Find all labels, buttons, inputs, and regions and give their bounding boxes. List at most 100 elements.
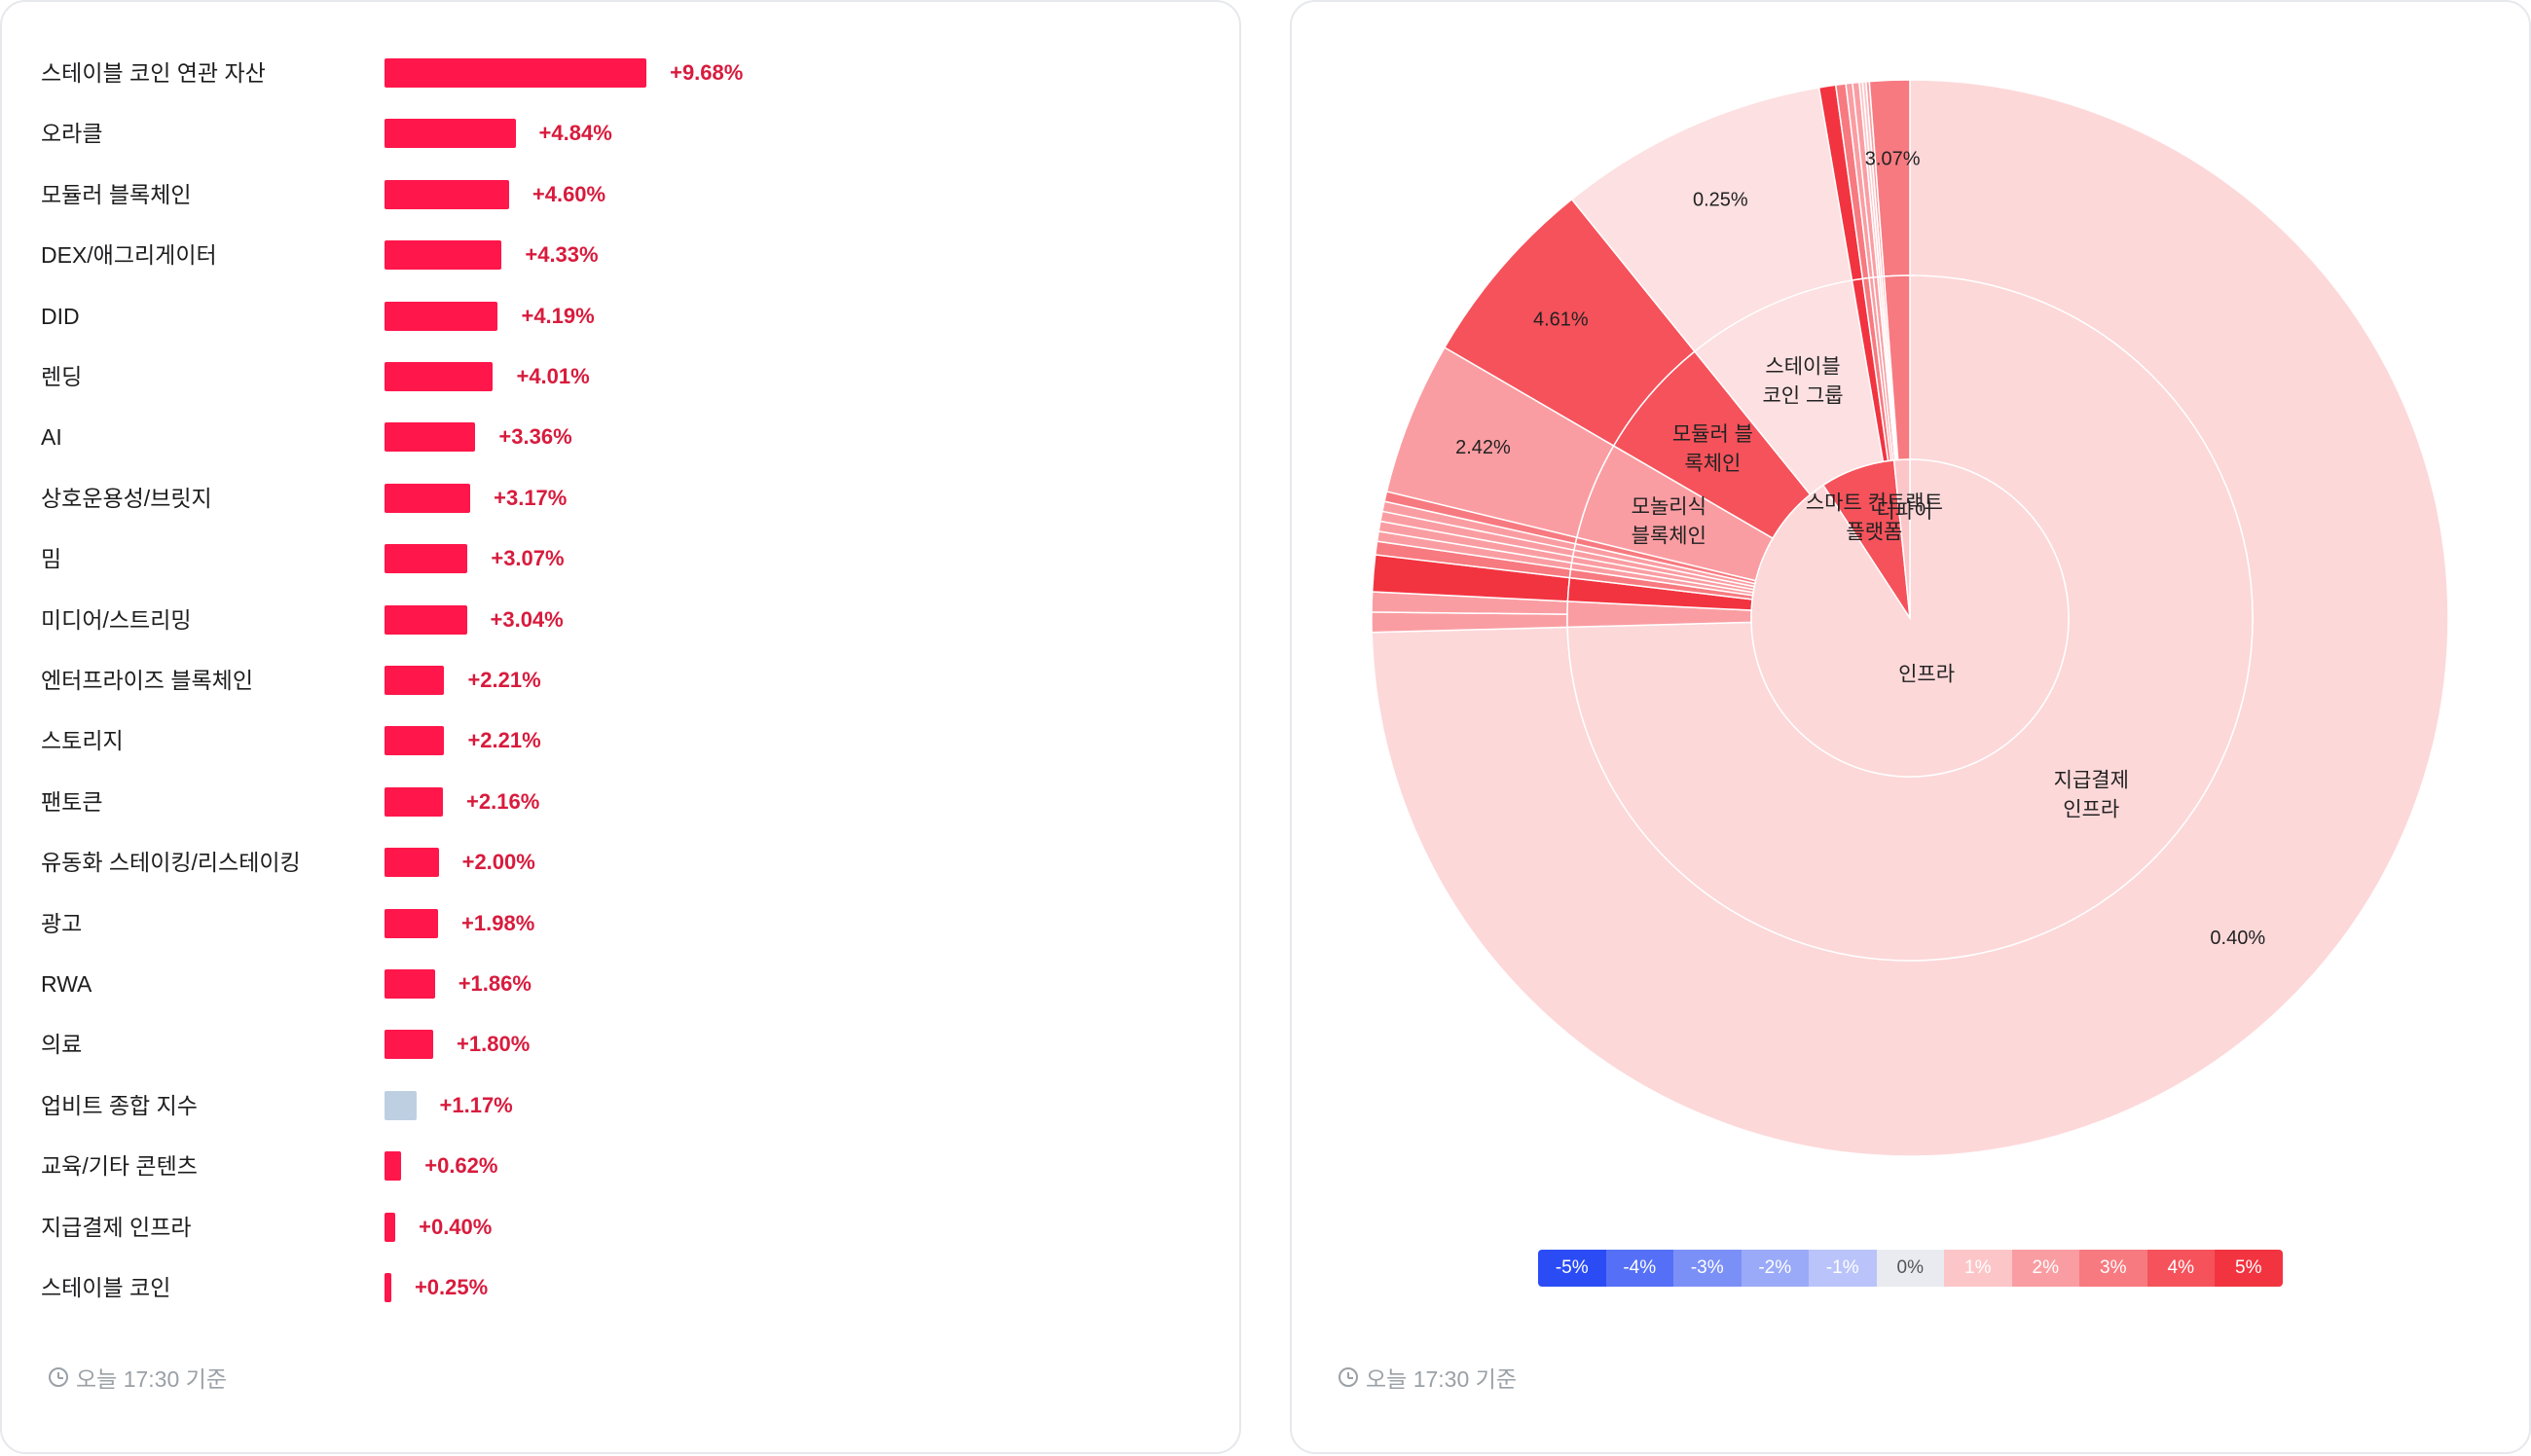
bar-category-label: 밈 xyxy=(41,546,62,572)
bar-value-label: +3.04% xyxy=(490,606,564,632)
bar xyxy=(385,1273,391,1302)
bar-category-label: 광고 xyxy=(41,910,83,936)
sunburst-outer-label: 4.61% xyxy=(1533,309,1589,330)
bar-category-label: 지급결제 인프라 xyxy=(41,1214,192,1240)
bar-row: RWA +1.86% xyxy=(41,965,1209,1003)
bar-row: 스테이블 코인 +0.25% xyxy=(41,1268,1209,1307)
bar-row: 광고 +1.98% xyxy=(41,904,1209,943)
legend-swatch: 2% xyxy=(2011,1250,2079,1287)
legend-swatch: 3% xyxy=(2079,1250,2147,1287)
bar xyxy=(385,179,509,209)
bar xyxy=(385,848,439,878)
bar-value-label: +0.25% xyxy=(414,1275,489,1299)
bar-row: 오라클 +4.84% xyxy=(41,114,1209,153)
bar-row: 상호운용성/브릿지 +3.17% xyxy=(41,479,1209,518)
bar-row: AI +3.36% xyxy=(41,418,1209,456)
bar xyxy=(385,422,476,453)
legend-swatch: -1% xyxy=(1809,1250,1877,1287)
bar-row: 렌딩 +4.01% xyxy=(41,357,1209,396)
bar xyxy=(385,58,647,88)
bar-row: 유동화 스테이킹/리스테이킹 +2.00% xyxy=(41,843,1209,882)
bar-category-label: 스테이블 코인 연관 자산 xyxy=(41,60,266,86)
bar-row: 엔터프라이즈 블록체인 +2.21% xyxy=(41,661,1209,700)
legend-swatch: 0% xyxy=(1876,1250,1944,1287)
bar-row: 의료 +1.80% xyxy=(41,1025,1209,1064)
bar xyxy=(385,240,502,271)
clock-icon xyxy=(49,1367,68,1387)
bar-value-label: +1.17% xyxy=(439,1092,513,1117)
bar-value-label: +4.84% xyxy=(538,121,612,146)
bar-row: 교육/기타 콘텐츠 +0.62% xyxy=(41,1147,1209,1185)
color-scale-legend: -5% -4% -3% -2% -1% 0% 1% 2% 3% 4% 5% xyxy=(1538,1250,2283,1287)
sunburst-chart: 0.40% 2.42% 4.61% 0.25% 3.07% 지급결제 인프라 모놀리식 블록체인… xyxy=(1371,79,2449,1157)
bar-row: 스토리지 +2.21% xyxy=(41,721,1209,760)
bar-row: 밈 +3.07% xyxy=(41,539,1209,578)
sunburst-panel-footer: 오늘 17:30 기준 xyxy=(1339,1361,1517,1394)
bar-row: 지급결제 인프라 +0.40% xyxy=(41,1208,1209,1247)
bar-category-label: DEX/애그리게이터 xyxy=(41,242,217,269)
bar-value-label: +0.40% xyxy=(419,1214,493,1239)
sunburst-outer-label: 0.25% xyxy=(1693,189,1748,210)
sunburst-outer-label: 2.42% xyxy=(1455,437,1511,458)
bar-value-label: +1.80% xyxy=(457,1032,531,1057)
bar-category-label: 상호운용성/브릿지 xyxy=(41,485,212,511)
sunburst-middle-label: 모듈러 블 록체인 xyxy=(1672,423,1753,475)
bar-value-label: +0.62% xyxy=(424,1153,498,1179)
bar-category-label: 렌딩 xyxy=(41,364,83,389)
bar-category-label: 엔터프라이즈 블록체인 xyxy=(41,668,253,693)
bar-value-label: +2.21% xyxy=(467,728,541,753)
bar-category-label: 팬토큰 xyxy=(41,788,103,815)
bar-category-label: 오라클 xyxy=(41,121,103,147)
bar-row: 모듈러 블록체인 +4.60% xyxy=(41,175,1209,214)
sunburst-panel-timestamp: 오늘 17:30 기준 xyxy=(1366,1366,1517,1392)
legend-swatch: 1% xyxy=(1944,1250,2012,1287)
bar xyxy=(385,544,468,574)
bar-row: DID +4.19% xyxy=(41,297,1209,336)
bar-value-label: +3.17% xyxy=(494,485,568,510)
bar-category-label: 스토리지 xyxy=(41,728,124,754)
sunburst-middle-label: 스테이블 코인 그룹 xyxy=(1762,356,1843,408)
bar xyxy=(385,969,435,999)
bar-value-label: +4.33% xyxy=(525,242,599,268)
bar-value-label: +4.60% xyxy=(532,181,606,206)
bar-category-label: 모듈러 블록체인 xyxy=(41,181,192,207)
sunburst-outer-label: 0.40% xyxy=(2210,928,2265,949)
bar xyxy=(385,483,471,513)
bar xyxy=(385,908,439,938)
bar-value-label: +3.07% xyxy=(491,546,565,571)
bar-category-label: DID xyxy=(41,303,80,329)
bar-row: 스테이블 코인 연관 자산 +9.68% xyxy=(41,54,1209,92)
sunburst-inner-segment[interactable] xyxy=(1892,458,1911,619)
sunburst-chart-card: 0.40% 2.42% 4.61% 0.25% 3.07% 지급결제 인프라 모놀리식 블록체인… xyxy=(1290,0,2531,1454)
bar-category-label: 업비트 종합 지수 xyxy=(41,1092,198,1118)
bar xyxy=(385,786,444,817)
bar-category-label: 유동화 스테이킹/리스테이킹 xyxy=(41,850,301,876)
sunburst-inner-label: 인프라 xyxy=(1898,664,1955,686)
bar xyxy=(385,1212,396,1242)
bar-value-label: +2.00% xyxy=(461,850,535,875)
bar xyxy=(385,1030,434,1060)
bar-value-label: +1.86% xyxy=(458,971,532,996)
bar-value-label: +4.01% xyxy=(516,364,590,388)
legend-swatch: -2% xyxy=(1741,1250,1809,1287)
legend-swatch: 4% xyxy=(2146,1250,2215,1287)
bar xyxy=(385,666,445,695)
sunburst-inner-label: 디파이 xyxy=(1876,500,1932,523)
bar-panel-timestamp: 오늘 17:30 기준 xyxy=(76,1366,227,1392)
bar-row: 업비트 종합 지수 +1.17% xyxy=(41,1086,1209,1125)
bar-value-label: +3.36% xyxy=(498,424,572,450)
bar-value-label: +4.19% xyxy=(521,303,595,328)
sector-bar-chart-card: 스테이블 코인 연관 자산 +9.68% 오라클 +4.84% 모듈러 블록체인 +4.6… xyxy=(0,0,1241,1454)
bar-category-label: AI xyxy=(41,424,62,451)
bar xyxy=(385,604,467,635)
bar-category-label: 교육/기타 콘텐츠 xyxy=(41,1153,198,1180)
bar-category-label: 의료 xyxy=(41,1032,83,1058)
sunburst-inner-label: 스마트 컨트랙트 플랫폼 xyxy=(1806,491,1943,543)
bar xyxy=(385,119,516,149)
bar-value-label: +2.21% xyxy=(467,668,541,692)
bar-category-label: 스테이블 코인 xyxy=(41,1275,171,1300)
bar xyxy=(385,362,494,391)
legend-swatch: -4% xyxy=(1605,1250,1673,1287)
bar-row: 팬토큰 +2.16% xyxy=(41,783,1209,821)
sunburst-middle-label: 모놀리식 블록체인 xyxy=(1632,495,1706,547)
